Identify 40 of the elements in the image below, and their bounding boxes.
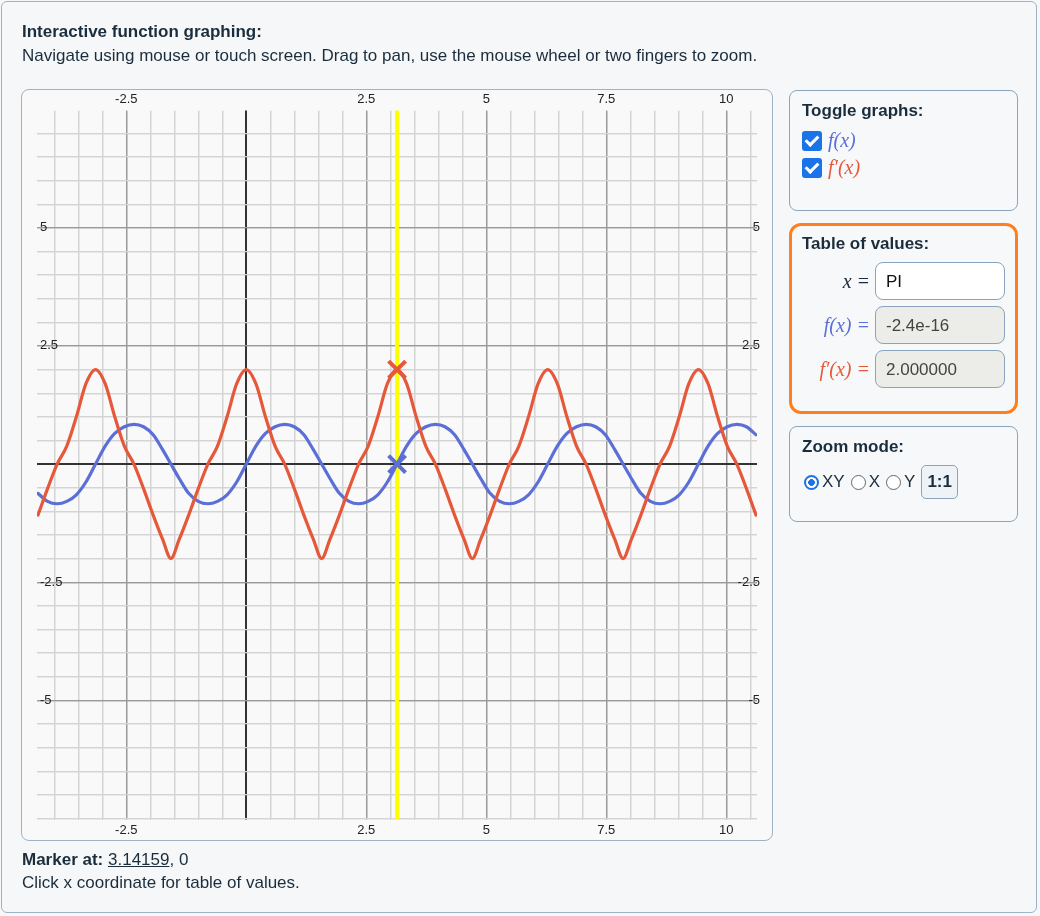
text: Marker at: bbox=[22, 850, 104, 869]
x-tick-label: 10 bbox=[719, 821, 734, 837]
text: 3.14159 bbox=[108, 850, 170, 869]
text-field: -2.4e-16 bbox=[875, 306, 1005, 344]
text: x = bbox=[842, 269, 870, 293]
y-tick-label: -5 bbox=[40, 691, 52, 707]
y2-tick-label: -5 bbox=[748, 691, 760, 707]
text-field: PI bbox=[875, 262, 1005, 300]
chart-subtitle: Navigate using mouse or touch screen. Drag to pan, use the mouse wheel or two fingers to zoom. bbox=[22, 46, 758, 66]
x-tick-label: 5 bbox=[482, 821, 490, 837]
text: XY bbox=[822, 472, 845, 492]
x-tick-label: 7.5 bbox=[597, 821, 616, 837]
x2-tick-label: 7.5 bbox=[597, 91, 616, 107]
text-field: 2.000000 bbox=[875, 350, 1005, 388]
x-tick-label: -2.5 bbox=[115, 821, 138, 837]
text: Zoom mode: bbox=[802, 437, 905, 457]
text: Click x coordinate for table of values. bbox=[22, 873, 300, 892]
line-series bbox=[37, 422, 757, 506]
legend-title: Toggle graphs: bbox=[802, 101, 925, 121]
text: f′(x) bbox=[828, 156, 861, 179]
x2-tick-label: 10 bbox=[719, 91, 734, 107]
text: , 0 bbox=[169, 850, 189, 869]
x2-tick-label: -2.5 bbox=[115, 91, 138, 107]
y2-tick-label: -2.5 bbox=[737, 573, 760, 589]
x2-tick-label: 2.5 bbox=[357, 91, 376, 107]
button: 1:1 bbox=[921, 465, 958, 499]
y-tick-label: -2.5 bbox=[40, 573, 63, 589]
text: f(x) = bbox=[823, 313, 870, 337]
text: Table of values: bbox=[802, 234, 931, 254]
text: X bbox=[868, 472, 881, 492]
text: Y bbox=[904, 472, 916, 492]
x-tick-label: 2.5 bbox=[357, 821, 376, 837]
chart-title: Interactive function graphing: bbox=[22, 22, 262, 42]
text: f(x) bbox=[828, 129, 856, 152]
text: f′(x) = bbox=[819, 357, 870, 381]
y2-tick-label: 2.5 bbox=[741, 337, 760, 353]
y2-tick-label: 5 bbox=[752, 219, 760, 235]
x2-tick-label: 5 bbox=[482, 91, 490, 107]
y-tick-label: 2.5 bbox=[40, 337, 59, 353]
y-tick-label: 5 bbox=[40, 219, 48, 235]
